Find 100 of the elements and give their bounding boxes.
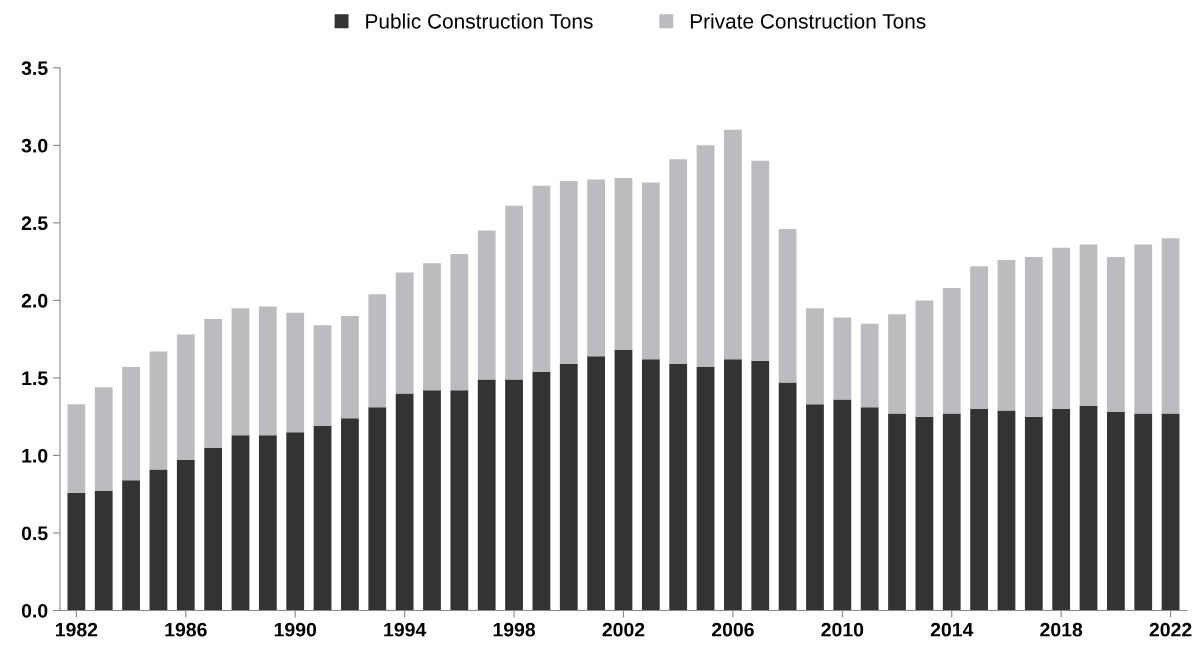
bar <box>696 367 715 611</box>
bar <box>122 367 140 481</box>
x-tick-label: 2022 <box>1149 622 1192 637</box>
bar <box>258 435 277 611</box>
bar <box>559 363 578 611</box>
bar <box>122 480 140 611</box>
bar <box>1024 256 1043 417</box>
y-tick-label: 0.0 <box>21 603 48 618</box>
bar <box>423 390 441 611</box>
bar <box>888 314 906 414</box>
bar <box>1024 416 1043 611</box>
bar <box>505 379 523 611</box>
bar <box>313 425 332 611</box>
bar <box>806 308 824 405</box>
bar <box>1134 244 1153 414</box>
bar <box>1161 238 1180 414</box>
bar <box>696 145 715 368</box>
bar <box>1106 256 1125 413</box>
legend-label: Public Construction Tons <box>366 13 593 29</box>
bar <box>641 359 660 611</box>
y-tick-label: 3.5 <box>21 61 48 76</box>
bar <box>724 129 742 360</box>
bar <box>477 379 496 611</box>
bar <box>395 393 414 611</box>
bar <box>204 318 223 448</box>
bar <box>477 230 496 380</box>
bar <box>286 432 305 611</box>
y-tick-label: 2.5 <box>21 216 48 231</box>
bar <box>1134 413 1153 611</box>
bar <box>532 185 551 372</box>
bar <box>751 360 770 611</box>
legend-label: Private Construction Tons <box>690 13 926 29</box>
x-tick-label: 2006 <box>711 622 754 637</box>
bar <box>450 390 469 611</box>
bar <box>67 404 86 493</box>
bar <box>833 399 852 611</box>
bar <box>176 334 195 461</box>
bar <box>587 356 606 611</box>
bar <box>313 325 332 426</box>
y-tick-label: 1.5 <box>22 371 48 386</box>
bar <box>997 260 1016 411</box>
bar <box>450 253 469 391</box>
x-tick-label: 1994 <box>384 622 427 637</box>
bar <box>423 263 441 391</box>
x-tick-label: 1990 <box>274 622 317 637</box>
bar <box>395 272 414 394</box>
y-tick-label: 3.0 <box>21 138 48 153</box>
x-tick-label: 1998 <box>493 622 536 637</box>
bar <box>231 308 250 436</box>
y-tick-label: 0.5 <box>21 526 48 541</box>
x-tick-label: 2014 <box>930 622 974 637</box>
bar <box>368 407 387 611</box>
bar <box>724 359 742 611</box>
bar <box>942 413 961 611</box>
bar <box>204 447 223 611</box>
bar <box>341 315 359 419</box>
bar <box>970 266 988 409</box>
bar <box>669 363 688 611</box>
bar <box>888 413 906 611</box>
bar <box>505 205 523 380</box>
bar <box>341 418 359 611</box>
bar <box>614 350 633 611</box>
y-tick-label: 1.0 <box>22 448 48 463</box>
bar <box>614 177 633 350</box>
bar <box>833 317 852 400</box>
bar <box>860 407 879 611</box>
bar <box>778 382 797 611</box>
bar <box>997 410 1016 611</box>
bar <box>149 351 168 470</box>
bar <box>806 404 824 611</box>
bar <box>915 300 934 417</box>
bar <box>942 287 961 414</box>
bar <box>915 416 934 611</box>
bar <box>149 469 168 611</box>
bar <box>1052 408 1071 611</box>
x-tick-label: 1986 <box>165 622 207 637</box>
x-tick-label: 1982 <box>55 622 98 637</box>
bar <box>641 182 660 360</box>
bar <box>368 294 387 408</box>
bar <box>1079 405 1098 611</box>
bar <box>1106 412 1125 611</box>
bar <box>1079 244 1098 406</box>
bar <box>94 491 113 611</box>
y-tick-label: 2.0 <box>21 293 48 308</box>
bar <box>669 159 688 364</box>
bar <box>970 408 988 611</box>
bar <box>94 387 113 492</box>
bar <box>532 371 551 611</box>
x-tick-label: 2002 <box>602 622 645 637</box>
bar <box>860 323 879 408</box>
bar <box>587 179 606 357</box>
bar <box>1052 247 1071 409</box>
bar <box>258 306 277 436</box>
bar <box>286 312 305 433</box>
x-tick-label: 2010 <box>821 622 864 637</box>
bar <box>559 181 578 364</box>
bar <box>176 460 195 611</box>
bar <box>751 160 770 361</box>
bar <box>67 492 86 611</box>
bar <box>1161 413 1180 611</box>
